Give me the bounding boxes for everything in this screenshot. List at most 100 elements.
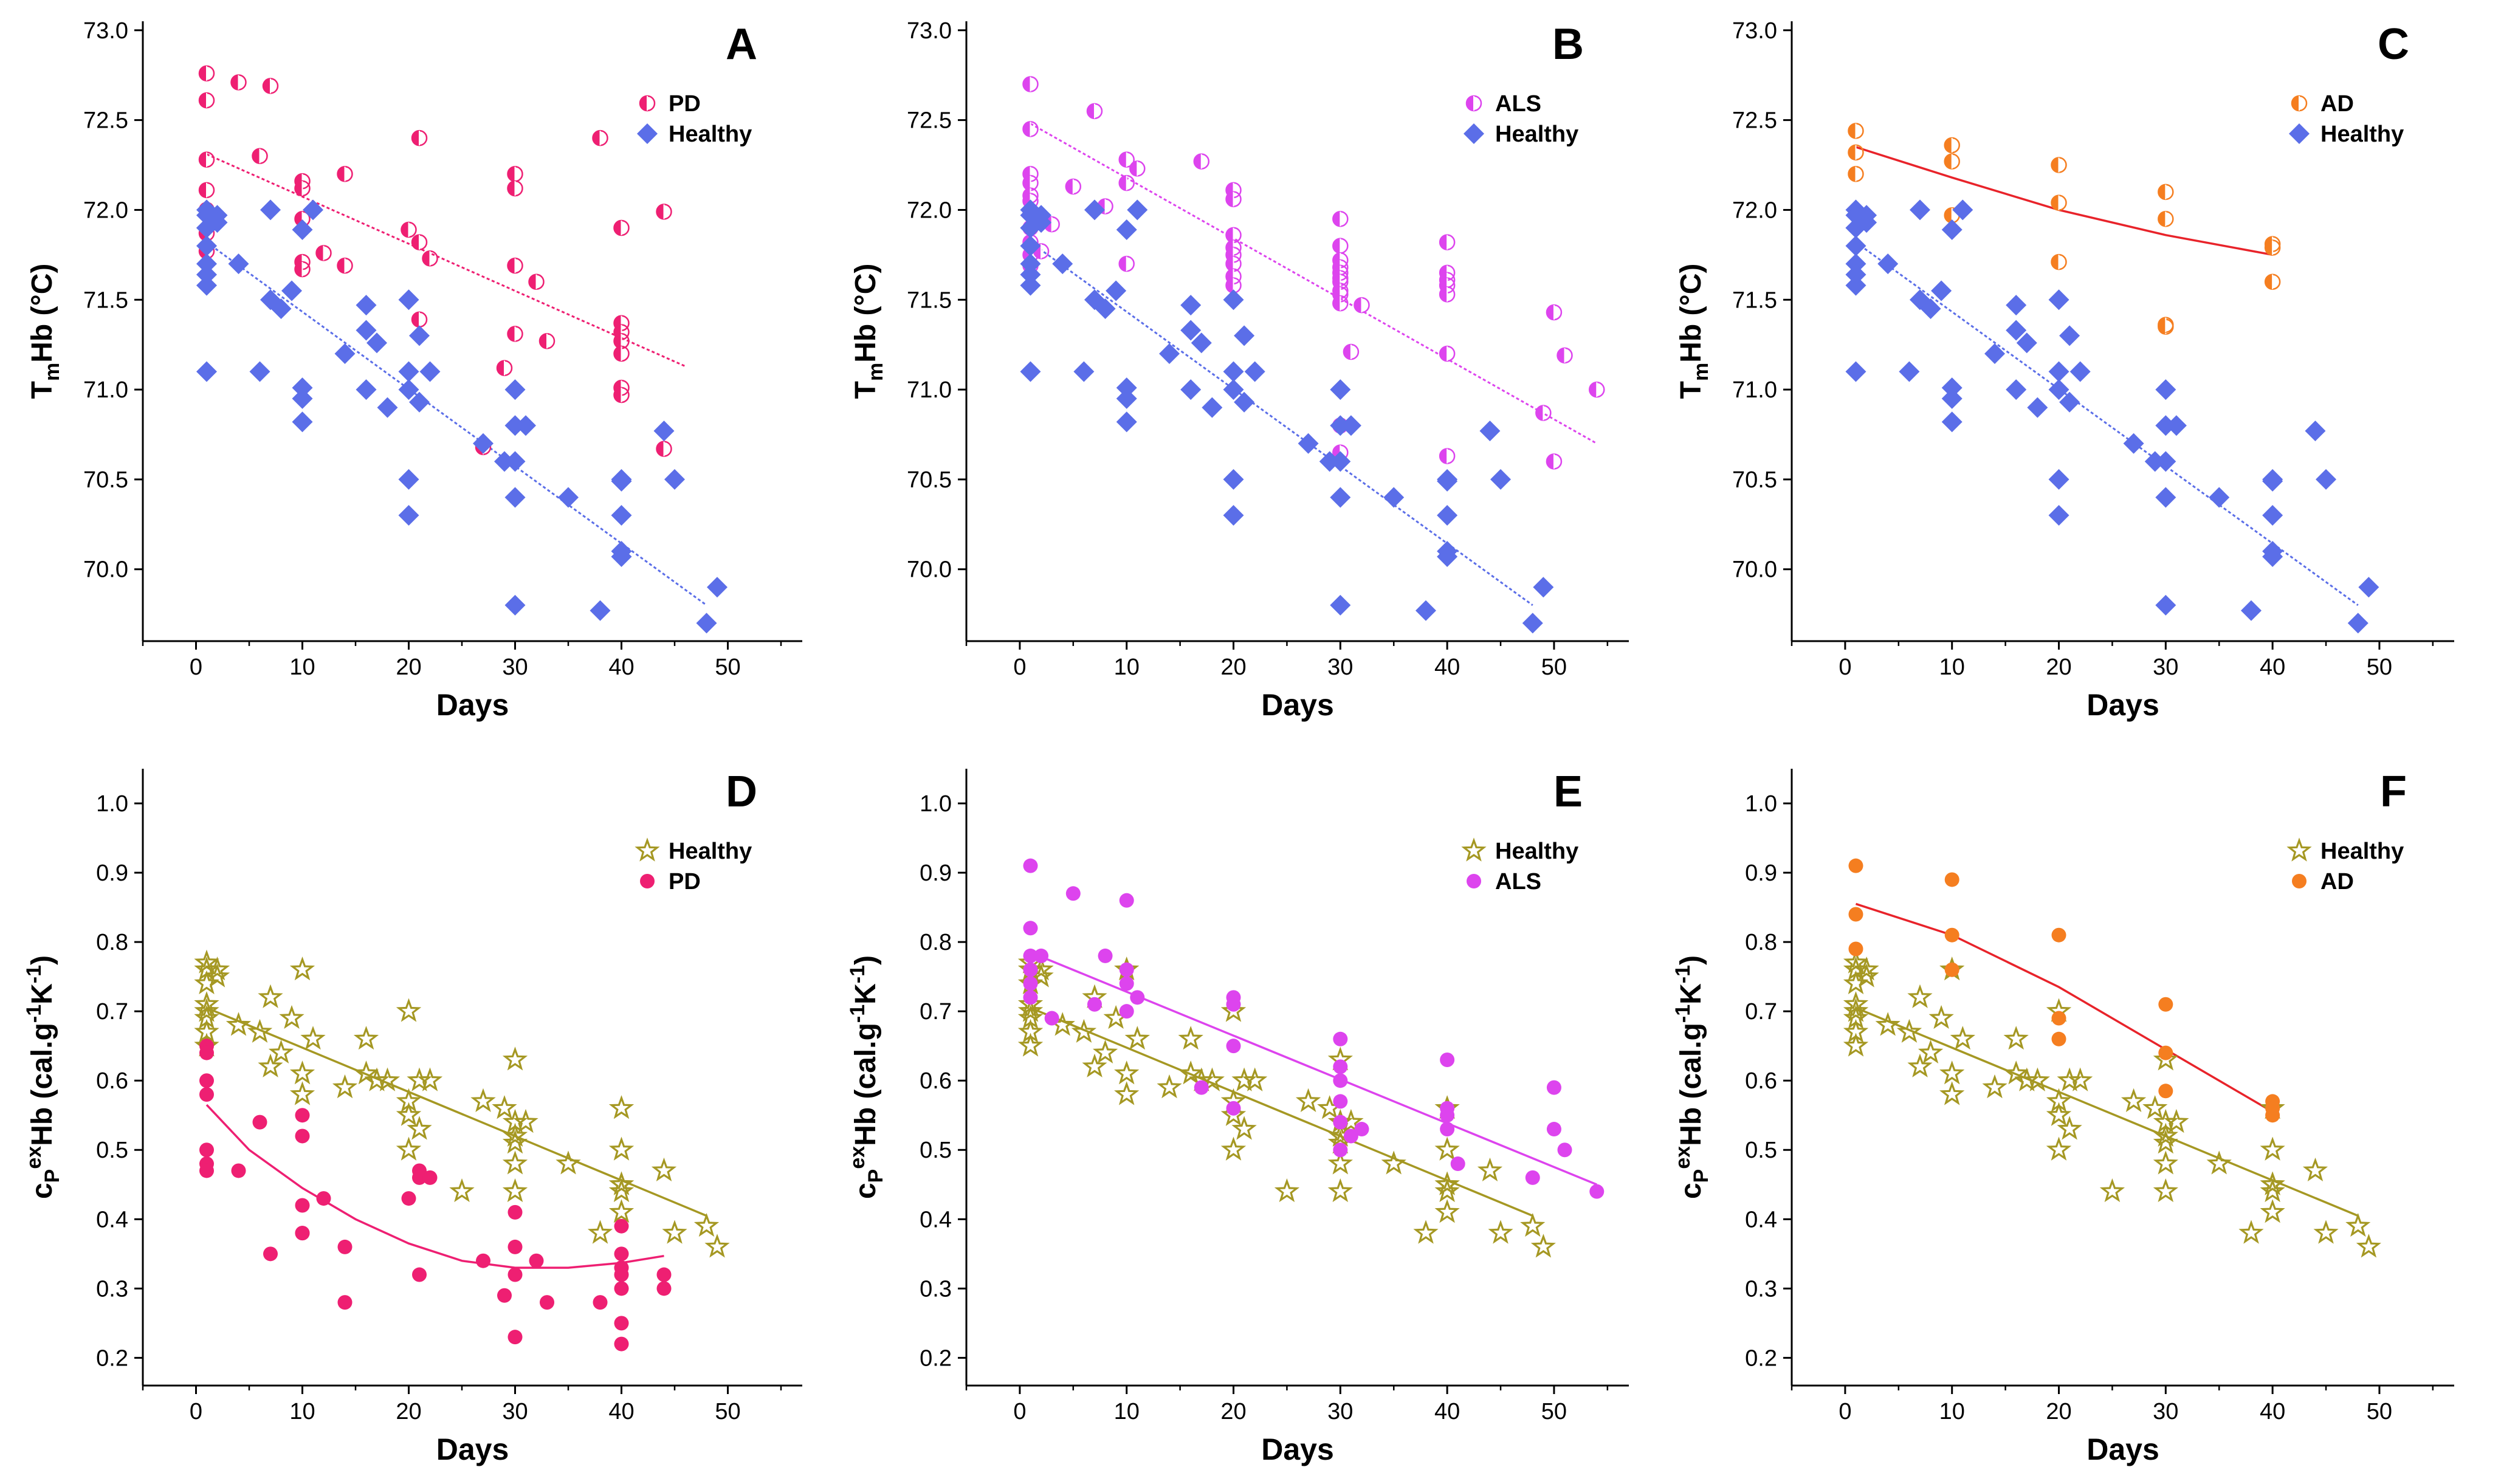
data-point [504, 487, 526, 508]
data-point [377, 397, 398, 418]
y-tick-label: 70.5 [83, 467, 128, 493]
data-point [1439, 234, 1456, 250]
data-point [1333, 1073, 1348, 1088]
data-point [1944, 872, 1959, 887]
y-axis-label-part: -1 [1671, 1005, 1694, 1023]
y-axis-label-part: Hb (cal.g [1675, 1023, 1707, 1146]
data-point [1084, 199, 1105, 221]
y-axis-label-part: ex [846, 1146, 869, 1169]
data-point [334, 343, 356, 364]
y-tick-label: 0.6 [1745, 1068, 1777, 1094]
data-point [662, 1220, 687, 1244]
data-point [2262, 469, 2283, 490]
data-point [1843, 1032, 1869, 1057]
data-point [1522, 613, 1543, 634]
data-point [1234, 391, 1255, 413]
legend: Healthy AD [2286, 837, 2404, 895]
y-tick-label: 70.0 [907, 557, 952, 583]
data-point [1944, 927, 1959, 943]
data-point [1092, 1039, 1118, 1064]
data-point [1119, 893, 1134, 908]
series-pd [199, 1039, 672, 1352]
y-axis-label-part: -1 [1671, 965, 1694, 983]
y-tick-label: 0.9 [1745, 861, 1777, 886]
data-point [396, 998, 422, 1022]
data-point [1907, 1053, 1933, 1077]
data-point [1114, 1081, 1140, 1105]
data-point [476, 1253, 490, 1268]
series-healthy [1843, 949, 2381, 1258]
y-axis-label-part: m [1690, 363, 1713, 381]
y-tick-label: 71.5 [907, 287, 952, 313]
panel-label: F [2380, 768, 2407, 816]
legend-marker [2292, 874, 2307, 888]
data-point [1073, 361, 1095, 382]
data-point [2264, 273, 2281, 290]
data-point [613, 345, 630, 362]
data-point [1020, 235, 1041, 256]
data-point [1231, 1116, 1257, 1140]
y-tick-label: 0.8 [1745, 930, 1777, 955]
legend-label: AD [2320, 91, 2354, 117]
data-point [2158, 210, 2174, 227]
x-tick-label: 10 [1939, 654, 1965, 680]
y-axis-label-part: -1 [846, 965, 869, 983]
y-axis-label-part: ) [1675, 955, 1707, 965]
data-point [1984, 343, 2006, 364]
data-point [2068, 1067, 2093, 1091]
data-point [1439, 286, 1456, 303]
data-point [1191, 332, 1212, 354]
y-tick-label: 73.0 [1732, 18, 1777, 44]
data-point [1533, 577, 1554, 598]
data-point [199, 1045, 214, 1060]
data-point [411, 234, 428, 250]
data-point [300, 1026, 326, 1050]
data-point [263, 1246, 278, 1262]
x-tick-label: 20 [2046, 1399, 2071, 1424]
data-point [2158, 1045, 2173, 1060]
fit-line-ad [1855, 902, 2273, 1113]
data-point [656, 1281, 672, 1296]
data-point [1525, 1170, 1540, 1185]
data-point [1020, 275, 1041, 296]
data-point [558, 487, 579, 508]
x-tick-label: 50 [2367, 654, 2392, 680]
data-point [199, 1087, 214, 1102]
data-point [2358, 577, 2379, 598]
legend-label: Healthy [1495, 122, 1578, 147]
y-axis-label-part: c [850, 1183, 882, 1199]
data-point [1327, 1150, 1353, 1175]
x-tick-label: 10 [289, 1399, 315, 1424]
data-point [1118, 255, 1135, 272]
data-point [198, 182, 215, 199]
data-point [502, 1150, 528, 1175]
x-tick-label: 0 [1013, 1399, 1026, 1424]
data-point [1119, 962, 1134, 977]
x-tick-label: 10 [1114, 1399, 1140, 1424]
y-tick-label: 71.0 [907, 377, 952, 403]
data-point [1343, 343, 1360, 360]
data-point [1180, 295, 1202, 316]
data-point [1332, 295, 1349, 312]
data-point [2048, 505, 2069, 526]
data-point [204, 963, 230, 988]
y-tick-label: 0.9 [920, 861, 952, 886]
data-point [398, 469, 419, 490]
data-point [614, 1281, 629, 1296]
data-point [1022, 76, 1039, 92]
data-point [504, 415, 526, 436]
data-point [196, 361, 217, 382]
data-point [196, 275, 217, 296]
data-point [207, 212, 228, 233]
y-axis-label: TmHb (°C) [26, 264, 64, 399]
y-tick-label: 0.8 [920, 930, 952, 955]
data-point [656, 441, 672, 457]
data-point [614, 1336, 629, 1352]
data-point [1330, 487, 1351, 508]
fit-line-healthy [206, 241, 707, 606]
x-tick-label: 50 [715, 1399, 740, 1424]
x-tick-label: 40 [2260, 1399, 2285, 1424]
data-point [295, 1108, 310, 1123]
data-point [1546, 1122, 1561, 1137]
data-point [1223, 469, 1244, 490]
